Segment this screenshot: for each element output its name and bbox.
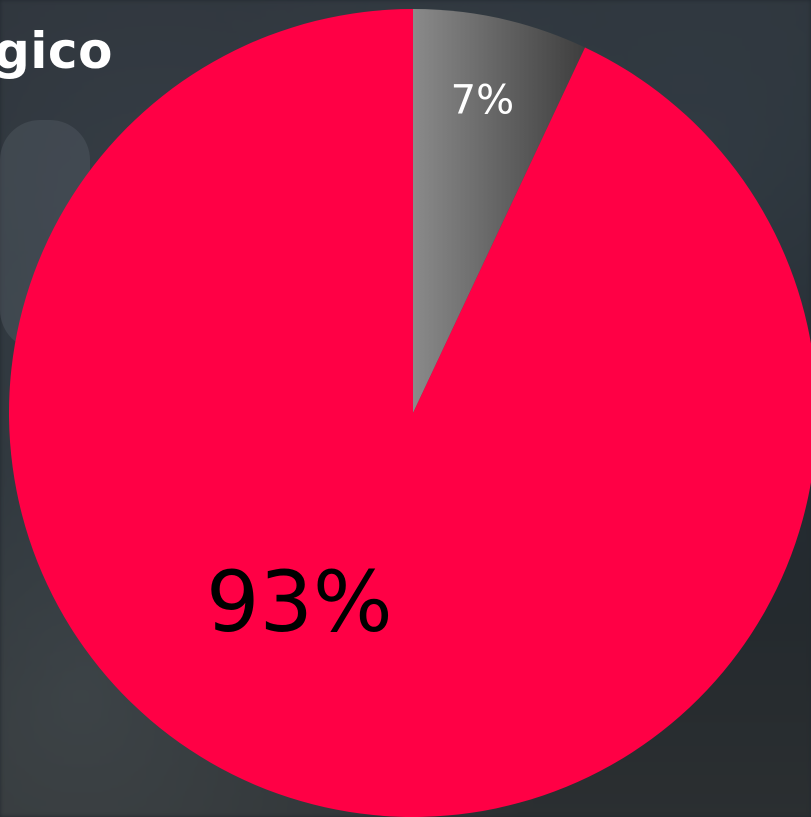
pie-slice-7 (413, 9, 586, 413)
page-title: gico (0, 22, 113, 80)
pie-label-93: 93% (206, 553, 393, 651)
pie-slice-93 (9, 9, 811, 817)
pie-label-7: 7% (451, 78, 514, 124)
